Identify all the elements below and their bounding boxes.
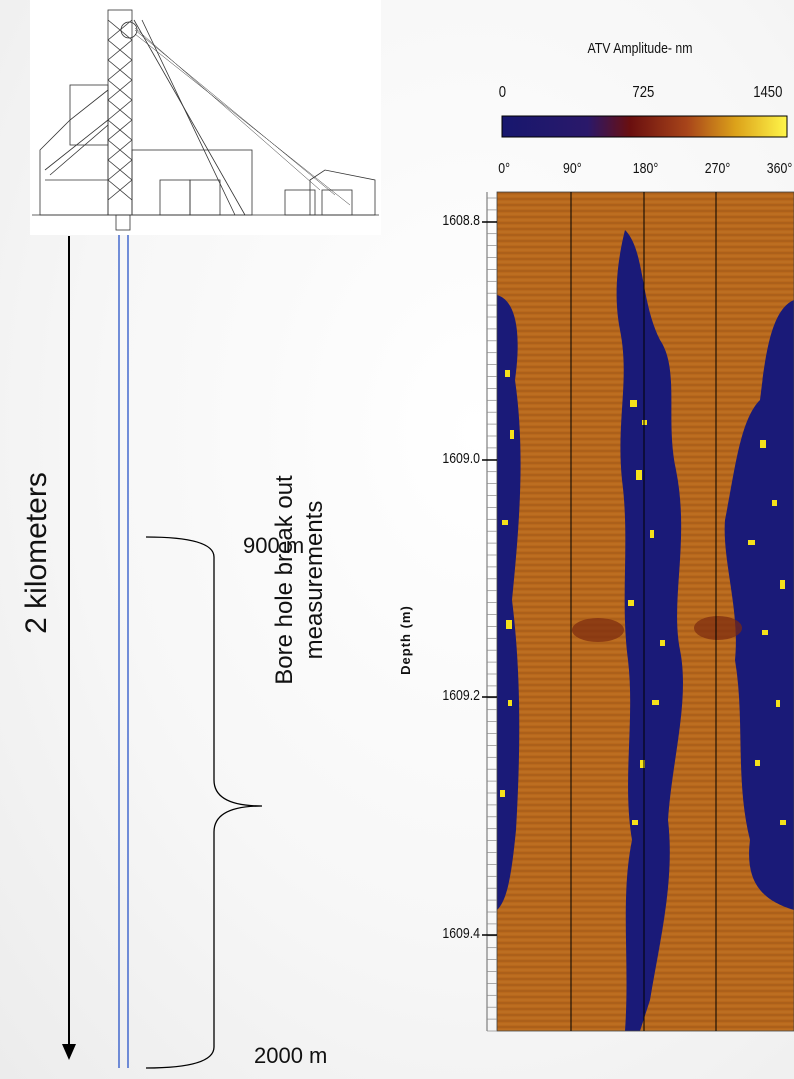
- bottom-depth-label: 2000 m: [254, 1043, 328, 1068]
- x-tick-0: 0°: [498, 160, 511, 177]
- y-axis-label: Depth (m): [398, 605, 413, 675]
- measurement-brace: [145, 536, 263, 1069]
- measurement-label-line2: measurements: [301, 500, 328, 660]
- x-tick-360: 360°: [766, 160, 793, 177]
- y-axis-major-ticks: [482, 221, 497, 936]
- y-tick-1608-8: 1608.8: [442, 212, 480, 229]
- depth-arrow-head: [62, 1044, 76, 1060]
- y-tick-1609-4: 1609.4: [442, 925, 480, 942]
- colorbar-tick-mid: 725: [632, 84, 655, 101]
- x-tick-90: 90°: [563, 160, 582, 177]
- colorbar: [501, 115, 788, 138]
- colorbar-title: ATV Amplitude- nm: [587, 40, 693, 57]
- top-depth-label: 900 m: [243, 533, 305, 558]
- colorbar-tick-max: 1450: [753, 84, 783, 101]
- colorbar-tick-min: 0: [498, 84, 507, 101]
- depth-scale-label: 2 kilometers: [20, 472, 53, 634]
- y-tick-1609-0: 1609.0: [442, 450, 480, 467]
- measurement-label: Bore hole break out measurements: [270, 440, 330, 720]
- y-tick-1609-2: 1609.2: [442, 687, 480, 704]
- atv-image-plot: [497, 192, 794, 1031]
- x-tick-270: 270°: [704, 160, 731, 177]
- headframe-illustration: [30, 0, 381, 235]
- plot-frame: [496, 191, 794, 1032]
- y-axis-minor-ticks: [487, 197, 497, 1032]
- x-tick-180: 180°: [632, 160, 659, 177]
- measurement-label-line1: Bore hole break out: [271, 475, 298, 685]
